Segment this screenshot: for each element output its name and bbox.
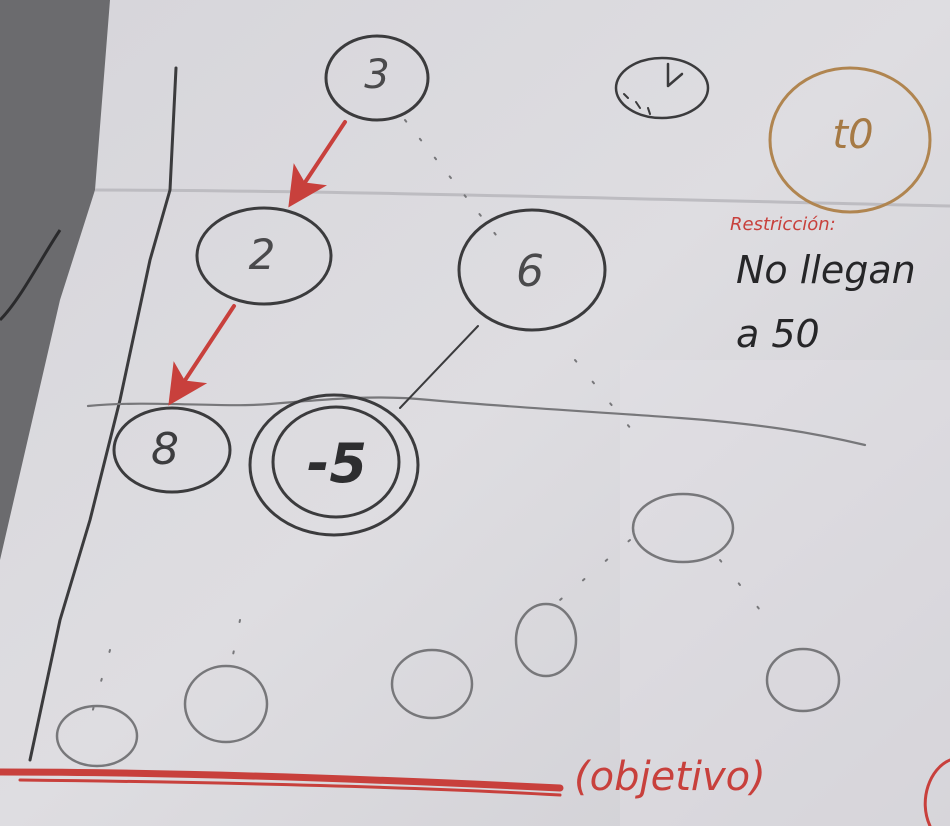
empty-node <box>514 602 578 678</box>
node-t0-circle <box>768 66 932 214</box>
paper-fold <box>94 188 950 208</box>
node-3-label: 3 <box>364 52 390 98</box>
partial-red-circle <box>923 758 950 826</box>
node-t0-label: t0 <box>832 112 874 158</box>
empty-node <box>765 647 841 713</box>
node-6-label: 6 <box>516 246 544 297</box>
node-6-circle <box>457 208 607 332</box>
arrow-3-to-2 <box>288 120 347 208</box>
node-minus5-inner-circle <box>271 405 401 519</box>
edge-dots-left <box>89 649 111 721</box>
empty-node <box>631 492 735 564</box>
clock-icon <box>614 56 710 120</box>
node-2-circle <box>195 206 333 306</box>
node-minus5-label: -5 <box>307 432 367 495</box>
edge-3-6 <box>404 119 501 241</box>
objective-baseline <box>0 768 564 792</box>
edge-dots-right <box>719 559 761 611</box>
node-minus5-outer-circle <box>248 393 420 537</box>
y-axis-line <box>28 66 178 762</box>
node-8-circle <box>112 406 232 494</box>
restriction-line-1: No llegan <box>736 248 916 292</box>
empty-node <box>183 664 269 744</box>
empty-node <box>390 648 474 720</box>
separator-curve <box>86 396 867 447</box>
node-3-circle <box>324 34 430 122</box>
restriction-label: Restricción: <box>730 214 836 235</box>
cable <box>0 229 62 322</box>
node-2-label: 2 <box>248 230 276 279</box>
node-8-label: 8 <box>151 424 179 475</box>
arrow-2-to-8 <box>168 304 236 406</box>
empty-node <box>55 704 139 768</box>
objective-label: (objetivo) <box>574 754 766 800</box>
edge-6-dots <box>574 359 641 441</box>
paper-highlight <box>620 360 950 826</box>
edge-6-minus5 <box>399 325 479 409</box>
restriction-line-2: a 50 <box>736 312 820 356</box>
objective-baseline-shade <box>18 778 562 797</box>
